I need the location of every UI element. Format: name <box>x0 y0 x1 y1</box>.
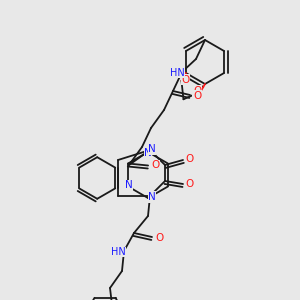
Text: O: O <box>194 86 202 96</box>
Text: HN: HN <box>169 68 184 78</box>
Text: N: N <box>144 148 152 158</box>
Text: O: O <box>181 75 190 85</box>
Text: N: N <box>148 192 156 202</box>
Text: O: O <box>186 179 194 189</box>
Text: O: O <box>151 160 159 170</box>
Text: O: O <box>193 91 201 101</box>
Text: O: O <box>186 154 194 164</box>
Text: HN: HN <box>111 247 125 257</box>
Text: O: O <box>155 233 163 243</box>
Text: N: N <box>148 144 156 154</box>
Text: N: N <box>125 181 133 190</box>
